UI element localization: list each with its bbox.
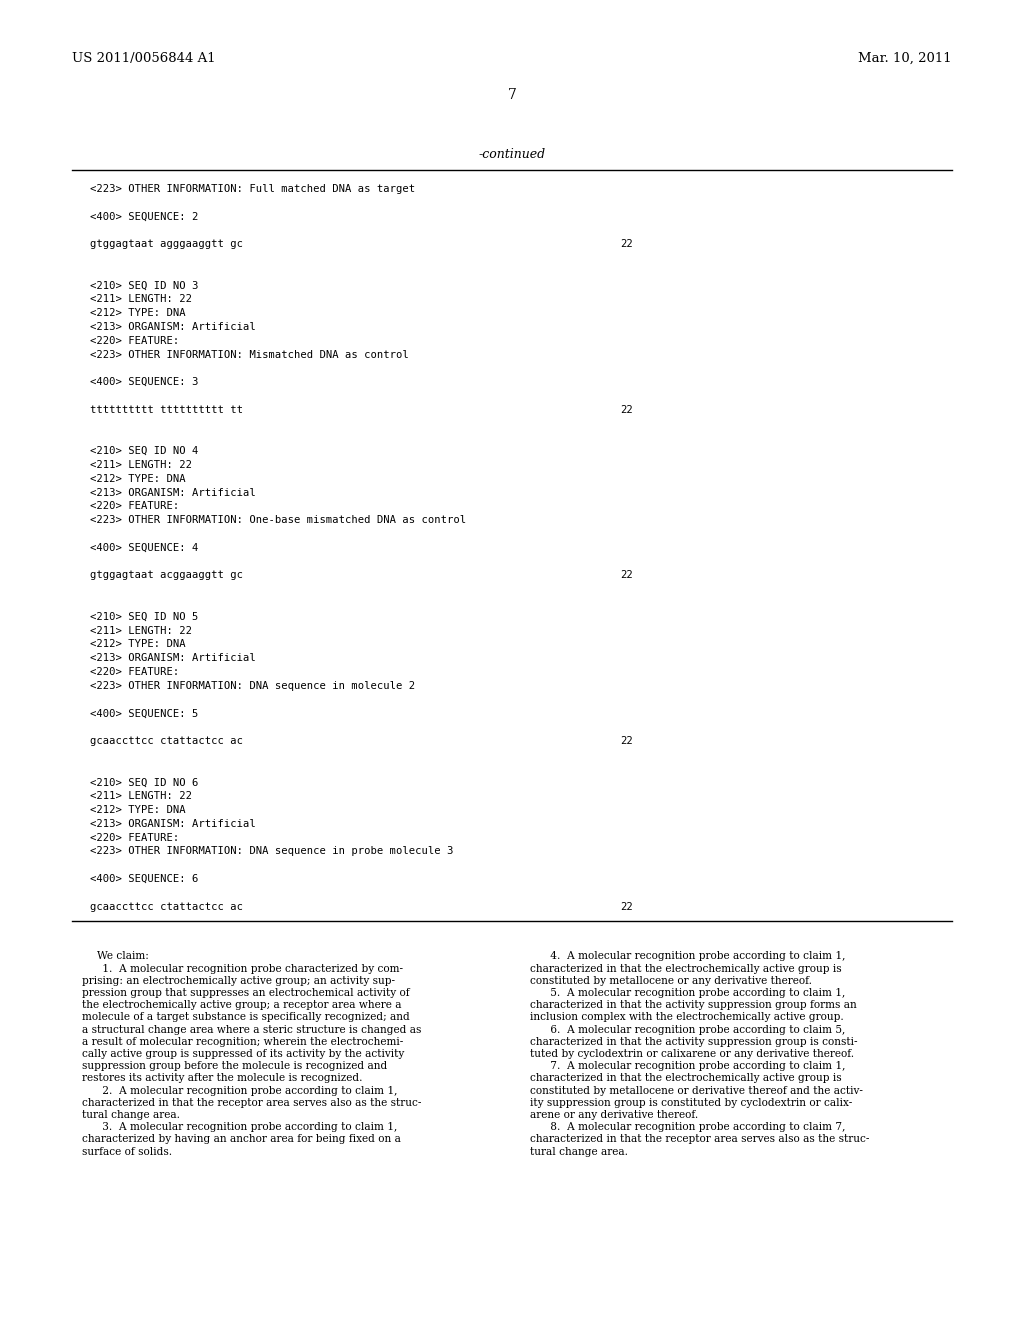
Text: the electrochemically active group; a receptor area where a: the electrochemically active group; a re… — [82, 1001, 401, 1010]
Text: characterized in that the receptor area serves also as the struc-: characterized in that the receptor area … — [530, 1134, 869, 1144]
Text: prising: an electrochemically active group; an activity sup-: prising: an electrochemically active gro… — [82, 975, 395, 986]
Text: Mar. 10, 2011: Mar. 10, 2011 — [858, 51, 952, 65]
Text: <213> ORGANISM: Artificial: <213> ORGANISM: Artificial — [90, 818, 256, 829]
Text: characterized in that the receptor area serves also as the struc-: characterized in that the receptor area … — [82, 1098, 421, 1107]
Text: -continued: -continued — [478, 148, 546, 161]
Text: ity suppression group is constituted by cyclodextrin or calix-: ity suppression group is constituted by … — [530, 1098, 852, 1107]
Text: 7: 7 — [508, 88, 516, 102]
Text: <220> FEATURE:: <220> FEATURE: — [90, 667, 179, 677]
Text: <213> ORGANISM: Artificial: <213> ORGANISM: Artificial — [90, 653, 256, 663]
Text: We claim:: We claim: — [97, 952, 148, 961]
Text: <400> SEQUENCE: 5: <400> SEQUENCE: 5 — [90, 709, 199, 718]
Text: gcaaccttcc ctattactcc ac: gcaaccttcc ctattactcc ac — [90, 737, 243, 746]
Text: <211> LENGTH: 22: <211> LENGTH: 22 — [90, 791, 193, 801]
Text: <220> FEATURE:: <220> FEATURE: — [90, 502, 179, 511]
Text: a structural change area where a steric structure is changed as: a structural change area where a steric … — [82, 1024, 421, 1035]
Text: a result of molecular recognition; wherein the electrochemi-: a result of molecular recognition; where… — [82, 1036, 403, 1047]
Text: <223> OTHER INFORMATION: One-base mismatched DNA as control: <223> OTHER INFORMATION: One-base mismat… — [90, 515, 466, 525]
Text: molecule of a target substance is specifically recognized; and: molecule of a target substance is specif… — [82, 1012, 410, 1023]
Text: characterized by having an anchor area for being fixed on a: characterized by having an anchor area f… — [82, 1134, 400, 1144]
Text: 2.  A molecular recognition probe according to claim 1,: 2. A molecular recognition probe accordi… — [82, 1085, 397, 1096]
Text: <210> SEQ ID NO 4: <210> SEQ ID NO 4 — [90, 446, 199, 457]
Text: gcaaccttcc ctattactcc ac: gcaaccttcc ctattactcc ac — [90, 902, 243, 912]
Text: <212> TYPE: DNA: <212> TYPE: DNA — [90, 308, 185, 318]
Text: 6.  A molecular recognition probe according to claim 5,: 6. A molecular recognition probe accordi… — [530, 1024, 845, 1035]
Text: <223> OTHER INFORMATION: Mismatched DNA as control: <223> OTHER INFORMATION: Mismatched DNA … — [90, 350, 409, 359]
Text: restores its activity after the molecule is recognized.: restores its activity after the molecule… — [82, 1073, 362, 1084]
Text: <400> SEQUENCE: 4: <400> SEQUENCE: 4 — [90, 543, 199, 553]
Text: <212> TYPE: DNA: <212> TYPE: DNA — [90, 805, 185, 814]
Text: arene or any derivative thereof.: arene or any derivative thereof. — [530, 1110, 698, 1119]
Text: inclusion complex with the electrochemically active group.: inclusion complex with the electrochemic… — [530, 1012, 844, 1023]
Text: constituted by metallocene or any derivative thereof.: constituted by metallocene or any deriva… — [530, 975, 812, 986]
Text: tural change area.: tural change area. — [82, 1110, 180, 1119]
Text: <211> LENGTH: 22: <211> LENGTH: 22 — [90, 294, 193, 305]
Text: characterized in that the activity suppression group forms an: characterized in that the activity suppr… — [530, 1001, 857, 1010]
Text: surface of solids.: surface of solids. — [82, 1147, 172, 1156]
Text: tuted by cyclodextrin or calixarene or any derivative thereof.: tuted by cyclodextrin or calixarene or a… — [530, 1049, 854, 1059]
Text: tural change area.: tural change area. — [530, 1147, 628, 1156]
Text: 3.  A molecular recognition probe according to claim 1,: 3. A molecular recognition probe accordi… — [82, 1122, 397, 1133]
Text: US 2011/0056844 A1: US 2011/0056844 A1 — [72, 51, 216, 65]
Text: <220> FEATURE:: <220> FEATURE: — [90, 833, 179, 842]
Text: 5.  A molecular recognition probe according to claim 1,: 5. A molecular recognition probe accordi… — [530, 987, 845, 998]
Text: <210> SEQ ID NO 5: <210> SEQ ID NO 5 — [90, 611, 199, 622]
Text: <211> LENGTH: 22: <211> LENGTH: 22 — [90, 626, 193, 636]
Text: <213> ORGANISM: Artificial: <213> ORGANISM: Artificial — [90, 322, 256, 333]
Text: characterized in that the electrochemically active group is: characterized in that the electrochemica… — [530, 1073, 842, 1084]
Text: <212> TYPE: DNA: <212> TYPE: DNA — [90, 474, 185, 484]
Text: pression group that suppresses an electrochemical activity of: pression group that suppresses an electr… — [82, 987, 410, 998]
Text: 22: 22 — [620, 405, 633, 414]
Text: <220> FEATURE:: <220> FEATURE: — [90, 335, 179, 346]
Text: <400> SEQUENCE: 3: <400> SEQUENCE: 3 — [90, 378, 199, 387]
Text: <400> SEQUENCE: 6: <400> SEQUENCE: 6 — [90, 874, 199, 884]
Text: 22: 22 — [620, 902, 633, 912]
Text: 22: 22 — [620, 737, 633, 746]
Text: constituted by metallocene or derivative thereof and the activ-: constituted by metallocene or derivative… — [530, 1085, 863, 1096]
Text: <212> TYPE: DNA: <212> TYPE: DNA — [90, 639, 185, 649]
Text: <223> OTHER INFORMATION: Full matched DNA as target: <223> OTHER INFORMATION: Full matched DN… — [90, 183, 415, 194]
Text: characterized in that the electrochemically active group is: characterized in that the electrochemica… — [530, 964, 842, 974]
Text: characterized in that the activity suppression group is consti-: characterized in that the activity suppr… — [530, 1036, 857, 1047]
Text: gtggagtaat agggaaggtt gc: gtggagtaat agggaaggtt gc — [90, 239, 243, 249]
Text: 4.  A molecular recognition probe according to claim 1,: 4. A molecular recognition probe accordi… — [530, 952, 846, 961]
Text: <211> LENGTH: 22: <211> LENGTH: 22 — [90, 459, 193, 470]
Text: 7.  A molecular recognition probe according to claim 1,: 7. A molecular recognition probe accordi… — [530, 1061, 846, 1072]
Text: <400> SEQUENCE: 2: <400> SEQUENCE: 2 — [90, 211, 199, 222]
Text: <210> SEQ ID NO 3: <210> SEQ ID NO 3 — [90, 281, 199, 290]
Text: <223> OTHER INFORMATION: DNA sequence in probe molecule 3: <223> OTHER INFORMATION: DNA sequence in… — [90, 846, 454, 857]
Text: 1.  A molecular recognition probe characterized by com-: 1. A molecular recognition probe charact… — [82, 964, 403, 974]
Text: suppression group before the molecule is recognized and: suppression group before the molecule is… — [82, 1061, 387, 1072]
Text: gtggagtaat acggaaggtt gc: gtggagtaat acggaaggtt gc — [90, 570, 243, 581]
Text: cally active group is suppressed of its activity by the activity: cally active group is suppressed of its … — [82, 1049, 404, 1059]
Text: <210> SEQ ID NO 6: <210> SEQ ID NO 6 — [90, 777, 199, 788]
Text: <223> OTHER INFORMATION: DNA sequence in molecule 2: <223> OTHER INFORMATION: DNA sequence in… — [90, 681, 415, 690]
Text: 8.  A molecular recognition probe according to claim 7,: 8. A molecular recognition probe accordi… — [530, 1122, 846, 1133]
Text: tttttttttt tttttttttt tt: tttttttttt tttttttttt tt — [90, 405, 243, 414]
Text: <213> ORGANISM: Artificial: <213> ORGANISM: Artificial — [90, 487, 256, 498]
Text: 22: 22 — [620, 239, 633, 249]
Text: 22: 22 — [620, 570, 633, 581]
